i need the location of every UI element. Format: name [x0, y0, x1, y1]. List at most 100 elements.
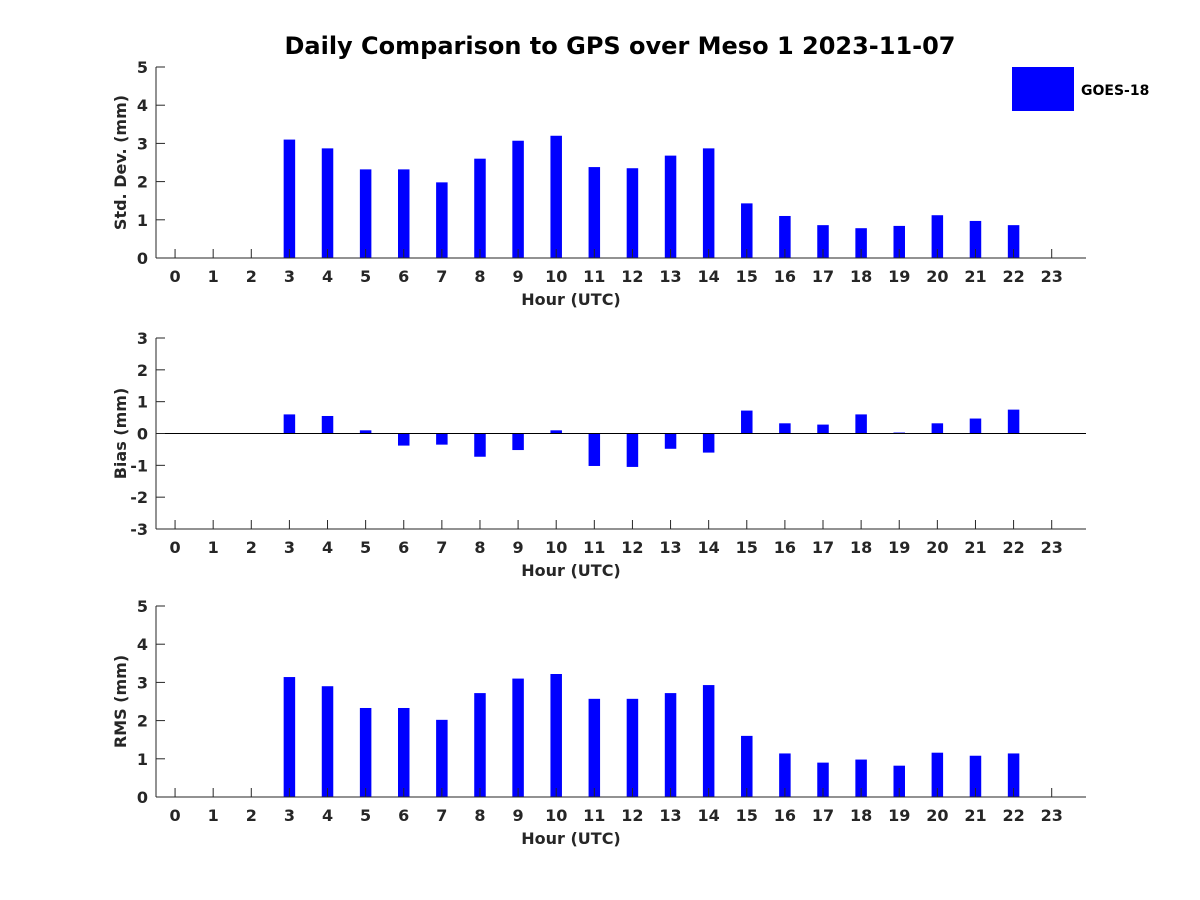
std-dev-x-axis-label: Hour (UTC)	[521, 290, 621, 309]
rms-y-axis-label: RMS (mm)	[111, 655, 130, 748]
rms-bar-hour-12	[626, 698, 639, 797]
std-dev-y-tick-label: 4	[137, 96, 148, 115]
std-dev-x-tick-label: 18	[850, 267, 872, 286]
std-dev-x-tick-label: 21	[964, 267, 986, 286]
std-dev-bar-hour-13	[664, 155, 677, 258]
std-dev-x-tick-label: 16	[774, 267, 796, 286]
bias-x-tick-label: 4	[322, 538, 333, 557]
bias-x-tick-label: 13	[659, 538, 681, 557]
std-dev-y-tick-label: 2	[137, 173, 148, 192]
bias-x-tick-label: 17	[812, 538, 834, 557]
bias-y-tick-label: -2	[130, 488, 148, 507]
bias-y-tick-label: -3	[130, 520, 148, 539]
std-dev-x-tick-label: 0	[169, 267, 180, 286]
bias-x-tick-label: 22	[1002, 538, 1024, 557]
bias-x-tick-label: 21	[964, 538, 986, 557]
rms-x-tick-label: 6	[398, 806, 409, 825]
rms-x-tick-label: 7	[436, 806, 447, 825]
bias-bar-hour-6	[398, 433, 410, 446]
bias-bar-hour-18	[855, 414, 867, 434]
rms-y-tick-label: 5	[137, 597, 148, 616]
rms-bar-hour-5	[359, 707, 372, 797]
bias-bar-hour-20	[931, 423, 944, 434]
std-dev-x-tick-label: 4	[322, 267, 333, 286]
rms-x-tick-label: 5	[360, 806, 371, 825]
rms-x-tick-label: 21	[964, 806, 986, 825]
std-dev-x-tick-label: 1	[208, 267, 219, 286]
std-dev-x-tick-label: 17	[812, 267, 834, 286]
rms-bar-hour-18	[855, 759, 867, 797]
std-dev-bar-hour-3	[283, 139, 296, 258]
bias-bar-hour-4	[321, 415, 334, 434]
std-dev-x-tick-label: 10	[545, 267, 567, 286]
std-dev-bar-hour-15	[741, 203, 753, 258]
bias-x-tick-label: 15	[736, 538, 758, 557]
rms-bar-hour-22	[1007, 753, 1020, 797]
legend-swatch-goes-18	[1012, 67, 1074, 111]
std-dev-y-tick-label: 1	[137, 211, 148, 230]
bias-x-tick-label: 23	[1041, 538, 1063, 557]
bias-bar-hour-13	[664, 433, 677, 449]
rms-bar-hour-8	[474, 693, 486, 797]
bias-x-tick-label: 3	[284, 538, 295, 557]
std-dev-y-axis-label: Std. Dev. (mm)	[111, 95, 130, 230]
bias-bar-hour-14	[702, 433, 715, 453]
rms-x-tick-label: 4	[322, 806, 333, 825]
std-dev-x-tick-label: 7	[436, 267, 447, 286]
bias-bar-hour-12	[626, 433, 639, 467]
bias-bar-hour-15	[741, 410, 753, 434]
std-dev-x-tick-label: 9	[513, 267, 524, 286]
std-dev-bar-hour-18	[855, 228, 867, 258]
std-dev-x-tick-label: 23	[1041, 267, 1063, 286]
std-dev-x-tick-label: 8	[474, 267, 485, 286]
std-dev-bar-hour-21	[969, 220, 982, 258]
std-dev-y-tick-label: 3	[137, 134, 148, 153]
std-dev-bar-hour-6	[398, 169, 410, 258]
std-dev-bar-hour-19	[893, 225, 905, 258]
rms-bar-hour-17	[817, 762, 829, 797]
rms-bar-hour-15	[741, 735, 753, 797]
rms-x-tick-label: 10	[545, 806, 567, 825]
std-dev-x-tick-label: 3	[284, 267, 295, 286]
rms-x-tick-label: 8	[474, 806, 485, 825]
std-dev-bar-hour-10	[550, 135, 562, 258]
bias-bar-hour-9	[512, 433, 524, 451]
std-dev-bar-hour-14	[702, 148, 715, 258]
bias-x-tick-label: 20	[926, 538, 948, 557]
rms-y-tick-label: 0	[137, 788, 148, 807]
rms-x-tick-label: 1	[208, 806, 219, 825]
std-dev-bar-hour-5	[359, 169, 372, 258]
bias-y-tick-label: -1	[130, 456, 148, 475]
std-dev-bar-hour-16	[779, 215, 791, 258]
std-dev-bar-hour-12	[626, 168, 639, 258]
rms-bar-hour-20	[931, 752, 944, 797]
std-dev-x-tick-label: 5	[360, 267, 371, 286]
std-dev-bar-hour-7	[436, 182, 448, 258]
std-dev-bar-hour-17	[817, 225, 829, 258]
bias-x-tick-label: 11	[583, 538, 605, 557]
rms-bar-hour-16	[779, 753, 791, 797]
rms-bar-hour-4	[321, 686, 334, 797]
bias-x-tick-label: 7	[436, 538, 447, 557]
rms-y-tick-label: 2	[137, 712, 148, 731]
rms-x-tick-label: 14	[698, 806, 720, 825]
bias-x-tick-label: 0	[169, 538, 180, 557]
bias-x-tick-label: 19	[888, 538, 910, 557]
bias-y-tick-label: 1	[137, 393, 148, 412]
rms-x-tick-label: 12	[621, 806, 643, 825]
rms-y-tick-label: 3	[137, 673, 148, 692]
rms-x-tick-label: 9	[513, 806, 524, 825]
std-dev-x-tick-label: 12	[621, 267, 643, 286]
bias-y-axis-label: Bias (mm)	[111, 388, 130, 480]
std-dev-y-tick-label: 0	[137, 249, 148, 268]
std-dev-x-tick-label: 2	[246, 267, 257, 286]
rms-x-tick-label: 16	[774, 806, 796, 825]
rms-y-tick-label: 4	[137, 635, 148, 654]
bias-bar-hour-5	[359, 430, 372, 434]
rms-bar-hour-6	[398, 707, 410, 797]
rms-bar-hour-3	[283, 677, 296, 797]
bias-x-tick-label: 1	[208, 538, 219, 557]
